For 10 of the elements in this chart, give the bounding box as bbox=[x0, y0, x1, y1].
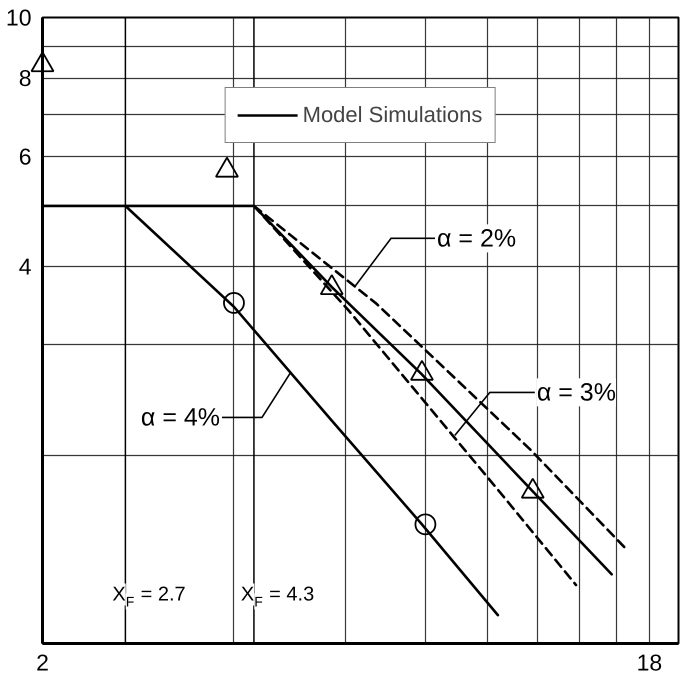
legend-label: Model Simulations bbox=[302, 102, 482, 128]
annotation: α = 2% bbox=[437, 224, 516, 252]
y-tick-label: 8 bbox=[18, 65, 32, 92]
y-tick-label: 6 bbox=[18, 143, 32, 170]
y-tick-label: 10 bbox=[6, 4, 32, 30]
x-tick-label: 2 bbox=[36, 650, 49, 676]
annotation: α = 3% bbox=[536, 378, 616, 406]
x-tick-label: 18 bbox=[636, 650, 662, 676]
y-tick-label: 4 bbox=[18, 254, 32, 280]
annotation: α = 4% bbox=[140, 403, 220, 432]
